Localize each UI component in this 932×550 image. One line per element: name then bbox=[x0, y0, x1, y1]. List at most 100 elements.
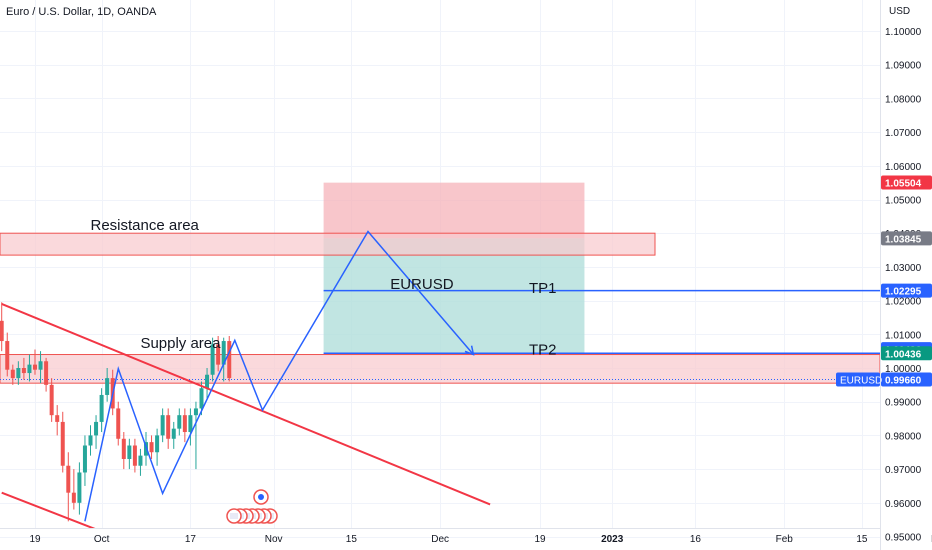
price-tick-label: 1.01000 bbox=[885, 330, 922, 341]
price-tick-label: 1.00000 bbox=[885, 364, 922, 375]
candle-body bbox=[5, 341, 10, 370]
time-tick-label: 2023 bbox=[601, 534, 624, 545]
time-scale-border bbox=[0, 528, 880, 529]
currency-label[interactable]: USD bbox=[889, 6, 911, 17]
price-label-text: 1.03845 bbox=[885, 234, 922, 245]
time-tick-label: 15 bbox=[856, 534, 868, 545]
price-tick-label: 1.06000 bbox=[885, 162, 922, 173]
candle-body bbox=[55, 415, 60, 422]
time-tick-label: Dec bbox=[431, 534, 449, 545]
event-icons bbox=[226, 489, 278, 524]
candle-body bbox=[149, 442, 154, 453]
annotation-label: EURUSD bbox=[390, 276, 454, 293]
time-tick-label: Nov bbox=[265, 534, 283, 545]
price-tick-label: 0.96000 bbox=[885, 499, 922, 510]
time-tick-label: 16 bbox=[690, 534, 702, 545]
price-tick-label: 0.99000 bbox=[885, 398, 922, 409]
price-label-box bbox=[881, 346, 932, 361]
candle-body bbox=[199, 388, 204, 409]
candle-body bbox=[21, 368, 26, 374]
candle-body bbox=[0, 320, 4, 342]
price-scale: 1.10000 1.09000 1.08000 1.07000 1.06000 1.050… bbox=[836, 27, 932, 544]
candle-body bbox=[182, 415, 187, 433]
candle-body bbox=[38, 361, 43, 370]
time-tick-label: Feb bbox=[776, 534, 794, 545]
candle-body bbox=[171, 428, 176, 439]
candle-body bbox=[177, 415, 182, 429]
price-tick-label: 1.10000 bbox=[885, 27, 922, 38]
candle-body bbox=[216, 344, 221, 365]
position-target-zone bbox=[323, 238, 585, 354]
candle-body bbox=[132, 445, 137, 466]
symbol-tag-text: EURUSD bbox=[840, 375, 882, 386]
candle-body bbox=[99, 394, 104, 422]
zone-resistance bbox=[0, 232, 656, 256]
price-tick-label: 1.07000 bbox=[885, 128, 922, 139]
candle-body bbox=[60, 421, 65, 466]
trendline bbox=[1, 303, 491, 506]
zone-supply bbox=[0, 354, 880, 384]
time-tick-label: Oct bbox=[94, 534, 110, 545]
annotation-label: TP1 bbox=[529, 280, 557, 297]
candle-body bbox=[160, 415, 165, 436]
price-tick-label: 0.97000 bbox=[885, 465, 922, 476]
candle-body bbox=[210, 344, 215, 375]
candle-body bbox=[94, 421, 99, 436]
candle-body bbox=[10, 369, 15, 379]
position-stop-zone bbox=[323, 182, 585, 239]
candle-body bbox=[193, 408, 198, 416]
candle-body bbox=[66, 465, 71, 493]
candle-body bbox=[33, 364, 37, 370]
projection-arrowhead bbox=[464, 345, 475, 356]
price-tick-label: 1.08000 bbox=[885, 94, 922, 105]
candle-body bbox=[44, 361, 49, 385]
price-tick-label: 1.02000 bbox=[885, 297, 922, 308]
symbol-tag-box bbox=[836, 372, 880, 387]
candle-body bbox=[88, 435, 93, 446]
trendline bbox=[1, 491, 96, 528]
price-scale-border bbox=[880, 0, 881, 550]
projection-path bbox=[84, 230, 474, 522]
candle-body bbox=[105, 378, 110, 395]
price-label-box bbox=[881, 283, 932, 298]
candle-body bbox=[127, 445, 132, 459]
price-label-text: 0.99660 bbox=[885, 375, 922, 386]
price-tick-label: 0.98000 bbox=[885, 431, 922, 442]
time-scale: 19Oct17Nov15Dec19202316Feb15Mar bbox=[29, 534, 932, 545]
candle-body bbox=[77, 472, 82, 503]
time-tick-label: 19 bbox=[29, 534, 41, 545]
event-icon-dot bbox=[258, 494, 264, 500]
price-label-box bbox=[881, 231, 932, 246]
candle-body bbox=[138, 455, 143, 466]
candle-body bbox=[188, 415, 193, 433]
candle-body bbox=[82, 445, 87, 473]
price-label-text: 1.05504 bbox=[885, 179, 922, 190]
event-flag-fill bbox=[230, 513, 238, 519]
price-tick-label: 1.03000 bbox=[885, 263, 922, 274]
candle-body bbox=[27, 364, 32, 374]
price-label-box bbox=[881, 372, 932, 387]
candle-body bbox=[121, 438, 126, 459]
price-label-text: 1.00436 bbox=[885, 349, 922, 360]
time-tick-label: 17 bbox=[185, 534, 197, 545]
annotation-label: TP2 bbox=[529, 342, 557, 359]
price-label-text: 1.02295 bbox=[885, 287, 922, 298]
candle-body bbox=[71, 492, 76, 503]
time-tick-label: 19 bbox=[534, 534, 546, 545]
price-tick-label: 1.09000 bbox=[885, 61, 922, 72]
candle-body bbox=[116, 408, 121, 439]
price-tick-label: 0.95000 bbox=[885, 533, 922, 544]
candle-body bbox=[16, 368, 21, 379]
candle-body bbox=[221, 341, 226, 365]
time-tick-label: 15 bbox=[346, 534, 358, 545]
price-label-box bbox=[881, 175, 932, 190]
price-tick-label: 1.05000 bbox=[885, 196, 922, 207]
annotation-label: Resistance area bbox=[91, 217, 200, 234]
plot-layer: Resistance area Supply area EURUSD TP1 TP2 bbox=[0, 182, 880, 528]
annotation-label: Supply area bbox=[140, 335, 221, 352]
candle-body bbox=[205, 374, 210, 389]
candle-body bbox=[155, 435, 160, 453]
symbol-title[interactable]: Euro / U.S. Dollar, 1D, OANDA bbox=[6, 6, 157, 18]
